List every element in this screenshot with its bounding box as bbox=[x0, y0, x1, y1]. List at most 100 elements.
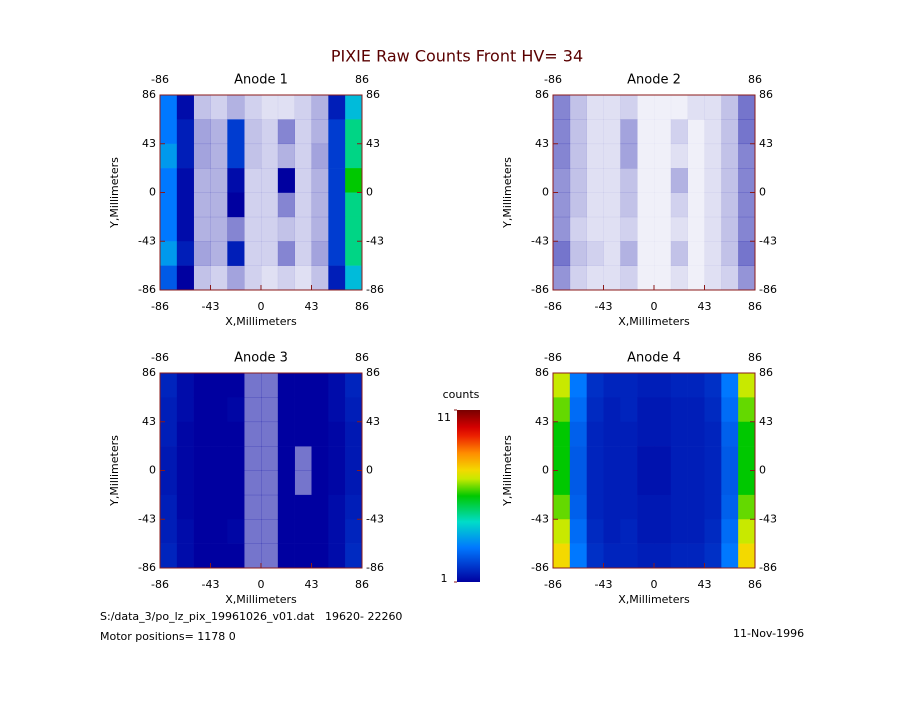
heat-cell bbox=[277, 519, 295, 544]
heat-cell bbox=[311, 265, 329, 291]
heat-cell bbox=[193, 216, 211, 242]
heat-cell bbox=[261, 119, 279, 145]
heat-cell bbox=[227, 241, 245, 266]
heat-cell bbox=[721, 119, 739, 145]
heat-cell bbox=[586, 265, 604, 291]
heat-cell bbox=[345, 373, 363, 398]
heat-cell bbox=[620, 421, 638, 447]
y2-tick-label: -43 bbox=[366, 512, 384, 525]
heat-cell bbox=[704, 265, 722, 291]
heat-cell bbox=[687, 95, 705, 120]
heat-cell bbox=[160, 446, 178, 471]
heat-cell bbox=[704, 373, 722, 398]
heat-cell bbox=[176, 373, 194, 398]
heat-cell bbox=[586, 446, 604, 471]
y2-tick-label: 43 bbox=[366, 415, 380, 428]
y-tick-label: 43 bbox=[535, 415, 549, 428]
x2-tick-label: 86 bbox=[748, 351, 762, 364]
heat-cell bbox=[261, 168, 279, 193]
heat-cell bbox=[345, 95, 363, 120]
heat-cell bbox=[687, 543, 705, 569]
heat-cell bbox=[176, 216, 194, 242]
heat-cell bbox=[345, 168, 363, 193]
heat-cell bbox=[553, 421, 571, 447]
y-tick-label: -43 bbox=[138, 234, 156, 247]
heat-cell bbox=[654, 519, 672, 544]
heat-cell bbox=[210, 519, 228, 544]
heat-cell bbox=[345, 119, 363, 145]
heat-cell bbox=[553, 494, 571, 520]
date: 11-Nov-1996 bbox=[733, 627, 804, 640]
heat-cell bbox=[569, 192, 587, 218]
heat-cell bbox=[654, 543, 672, 569]
y-tick-label: -86 bbox=[531, 283, 549, 296]
heat-cell bbox=[176, 494, 194, 520]
heat-cell bbox=[227, 519, 245, 544]
heat-cell bbox=[603, 192, 621, 218]
panel-title: Anode 4 bbox=[627, 351, 681, 366]
heat-cell bbox=[569, 421, 587, 447]
heat-cell bbox=[586, 397, 604, 423]
heat-cell bbox=[687, 143, 705, 169]
y2-tick-label: 43 bbox=[759, 415, 773, 428]
x-tick-label: 86 bbox=[748, 300, 762, 313]
x-tick-label: -43 bbox=[202, 300, 220, 313]
heat-cell bbox=[328, 265, 346, 291]
heat-cell bbox=[569, 265, 587, 291]
heat-cell bbox=[210, 216, 228, 242]
heat-cell bbox=[210, 192, 228, 218]
x2-tick-label: 86 bbox=[355, 351, 369, 364]
x-tick-label: 43 bbox=[305, 578, 319, 591]
heat-cell bbox=[277, 241, 295, 266]
heat-cell bbox=[738, 494, 756, 520]
heat-cell bbox=[227, 95, 245, 120]
heat-cell bbox=[345, 494, 363, 520]
heat-cell bbox=[277, 168, 295, 193]
heat-cell bbox=[704, 397, 722, 423]
heat-cell bbox=[670, 241, 688, 266]
heat-cell bbox=[261, 397, 279, 423]
heat-cell bbox=[687, 470, 705, 496]
heat-cell bbox=[311, 397, 329, 423]
heat-cell bbox=[210, 421, 228, 447]
y2-tick-label: 86 bbox=[366, 88, 380, 101]
heat-cell bbox=[654, 168, 672, 193]
heat-cell bbox=[261, 216, 279, 242]
heat-cell bbox=[210, 95, 228, 120]
heat-cell bbox=[244, 470, 262, 496]
heat-cell bbox=[586, 543, 604, 569]
y-tick-label: 43 bbox=[535, 137, 549, 150]
heat-cell bbox=[637, 241, 655, 266]
heat-cell bbox=[294, 241, 312, 266]
heat-cell bbox=[603, 397, 621, 423]
y2-tick-label: 43 bbox=[366, 137, 380, 150]
colorbar-tick-label: 1 bbox=[441, 572, 448, 585]
y2-tick-label: 0 bbox=[759, 464, 766, 477]
heat-cell bbox=[227, 265, 245, 291]
heat-cell bbox=[277, 543, 295, 569]
heat-cell bbox=[620, 143, 638, 169]
heat-cell bbox=[244, 265, 262, 291]
heat-cell bbox=[328, 95, 346, 120]
heat-cell bbox=[345, 397, 363, 423]
heat-cell bbox=[586, 143, 604, 169]
heat-cell bbox=[294, 446, 312, 471]
heat-cell bbox=[586, 241, 604, 266]
heat-cell bbox=[328, 119, 346, 145]
heat-cell bbox=[738, 143, 756, 169]
heat-cell bbox=[227, 421, 245, 447]
x-tick-label: 43 bbox=[305, 300, 319, 313]
heat-cell bbox=[654, 241, 672, 266]
heat-cell bbox=[210, 265, 228, 291]
file-info: S:/data_3/po_lz_pix_19961026_v01.dat 196… bbox=[100, 610, 402, 623]
x-axis-title: X,Millimeters bbox=[618, 593, 690, 606]
y-axis-title: Y,Millimeters bbox=[108, 435, 121, 507]
heat-cell bbox=[654, 421, 672, 447]
heat-cell bbox=[620, 494, 638, 520]
heat-cell bbox=[704, 119, 722, 145]
heat-cell bbox=[311, 470, 329, 496]
heat-cell bbox=[176, 192, 194, 218]
heat-cell bbox=[738, 216, 756, 242]
heat-cell bbox=[227, 119, 245, 145]
